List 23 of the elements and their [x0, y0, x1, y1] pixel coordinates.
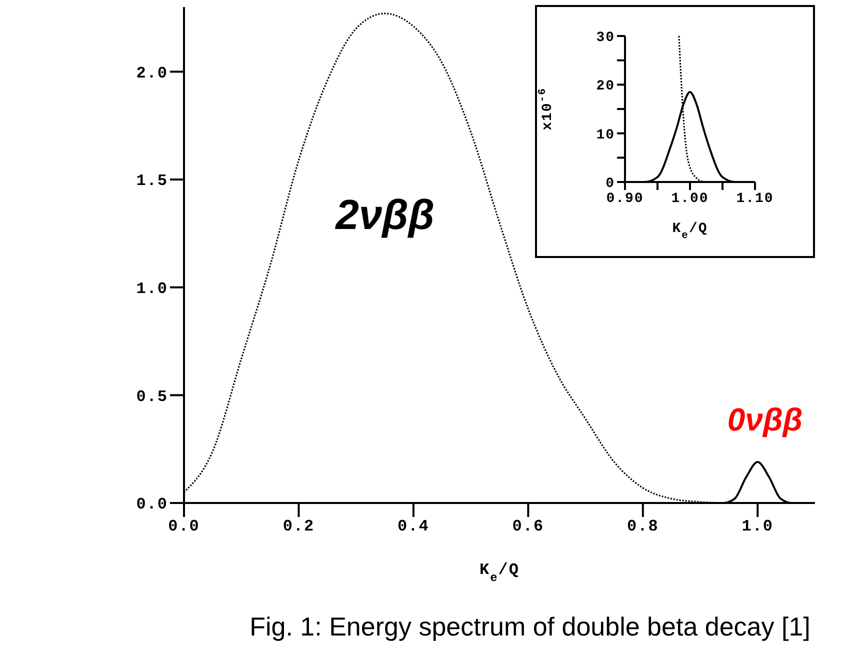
y-tick-label: 0.5	[136, 388, 168, 406]
x-tick-label: 1.0	[742, 517, 774, 536]
annotation: 0νββ	[727, 402, 803, 438]
y-tick-label: 20	[596, 78, 615, 95]
x-tick-label: 0.6	[512, 517, 544, 536]
y-tick-label: 2.0	[136, 64, 168, 82]
y-tick-label: 0.0	[136, 496, 168, 514]
y-tick-label: 1.0	[136, 280, 168, 298]
x-tick-label: 0.0	[168, 517, 200, 536]
x-tick-label: 0.8	[627, 517, 659, 536]
annotation: 2νββ	[336, 191, 434, 239]
x-tick-label: 0.90	[606, 190, 644, 207]
x-axis-title: K$_{e}$/Q	[672, 221, 708, 242]
x-tick-label: 1.00	[671, 190, 709, 207]
y-tick-label: 1.5	[136, 172, 168, 190]
y-tick-label: 10	[596, 127, 615, 144]
y-tick-label: 0	[606, 176, 615, 192]
x-axis-title: K$_{e}$/Q	[479, 561, 520, 585]
x-tick-label: 0.2	[282, 517, 315, 536]
x-tick-label: 0.4	[398, 517, 430, 536]
x-tick-label: 1.10	[736, 190, 774, 207]
caption: Fig. 1: Energy spectrum of double beta decay [1]	[250, 612, 810, 642]
y-tick-label: 30	[596, 30, 615, 46]
